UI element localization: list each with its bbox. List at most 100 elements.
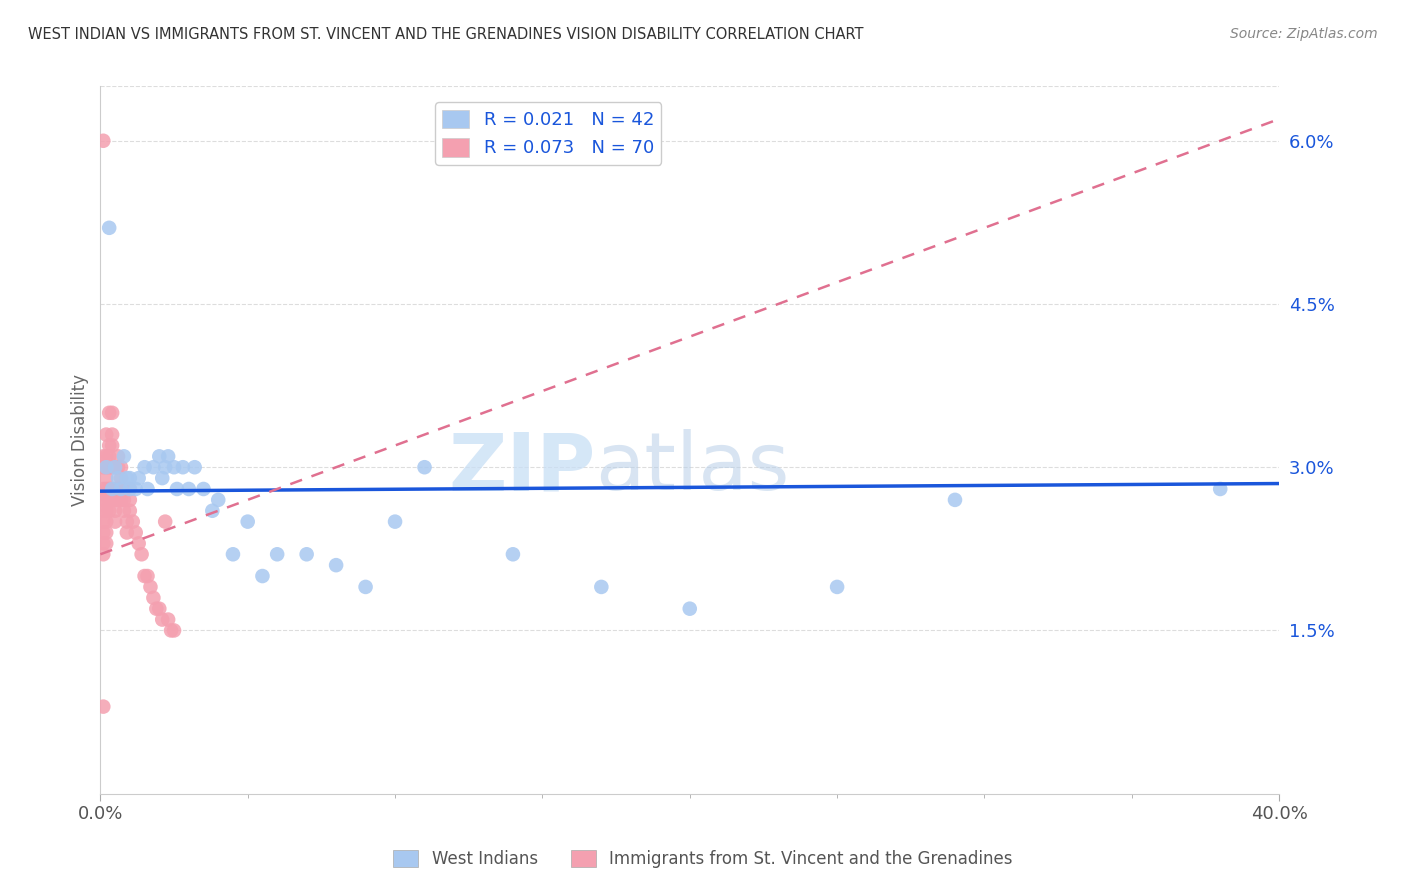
Point (101, 406, 124, 420)
Legend: R = 0.021   N = 42, R = 0.073   N = 70: R = 0.021 N = 42, R = 0.073 N = 70 (434, 103, 661, 165)
Point (101, 492, 124, 507)
Point (125, 525, 148, 540)
Point (177, 482, 200, 496)
Point (96, 536, 118, 550)
Point (101, 460, 124, 475)
Point (91, 515, 114, 529)
Point (172, 460, 194, 475)
Point (110, 482, 132, 496)
Point (134, 460, 156, 475)
Point (91, 460, 114, 475)
Point (110, 460, 132, 475)
Point (266, 547, 288, 561)
Point (193, 482, 215, 496)
Point (166, 482, 188, 496)
Point (110, 492, 132, 507)
Point (107, 471, 129, 485)
Point (96, 504, 118, 518)
Point (354, 580, 377, 594)
Point (96, 492, 118, 507)
Point (101, 438, 124, 452)
Point (148, 450, 170, 464)
Point (91, 492, 114, 507)
Point (96, 471, 118, 485)
Point (101, 482, 124, 496)
Point (101, 482, 124, 496)
Point (96, 460, 118, 475)
Point (413, 460, 436, 475)
Point (222, 547, 245, 561)
Point (112, 482, 135, 496)
Point (295, 547, 318, 561)
Point (96, 450, 118, 464)
Point (98, 492, 121, 507)
Point (157, 613, 180, 627)
Point (125, 482, 148, 496)
Point (107, 450, 129, 464)
Point (91, 450, 114, 464)
Point (98, 450, 121, 464)
Point (96, 460, 118, 475)
Point (153, 460, 176, 475)
Point (98, 504, 121, 518)
Point (153, 515, 176, 529)
Point (502, 547, 524, 561)
Point (96, 525, 118, 540)
Y-axis label: Vision Disability: Vision Disability (72, 374, 89, 506)
Point (118, 471, 141, 485)
Point (118, 504, 141, 518)
Text: ZIP: ZIP (449, 429, 596, 508)
Point (104, 492, 127, 507)
Point (1209, 482, 1232, 496)
Point (115, 471, 138, 485)
Point (236, 515, 259, 529)
Point (104, 515, 127, 529)
Point (98, 220, 121, 235)
Point (252, 569, 274, 583)
Point (96, 427, 118, 442)
Point (110, 482, 132, 496)
Point (98, 482, 121, 496)
Point (150, 613, 173, 627)
Point (145, 601, 167, 615)
Point (131, 547, 153, 561)
Point (128, 536, 150, 550)
Point (91, 547, 114, 561)
Point (98, 460, 121, 475)
Point (121, 515, 143, 529)
Point (98, 438, 121, 452)
Point (91, 525, 114, 540)
Point (118, 482, 141, 496)
Text: atlas: atlas (596, 429, 790, 508)
Legend: West Indians, Immigrants from St. Vincent and the Grenadines: West Indians, Immigrants from St. Vincen… (387, 843, 1019, 875)
Point (163, 460, 186, 475)
Point (110, 471, 132, 485)
Point (183, 460, 205, 475)
Point (115, 525, 138, 540)
Point (201, 504, 224, 518)
Point (91, 536, 114, 550)
Point (150, 471, 173, 485)
Point (91, 699, 114, 714)
Point (134, 569, 156, 583)
Point (91, 134, 114, 148)
Point (139, 580, 162, 594)
Point (104, 460, 127, 475)
Point (107, 460, 129, 475)
Point (112, 492, 135, 507)
Text: Source: ZipAtlas.com: Source: ZipAtlas.com (1230, 27, 1378, 41)
Point (142, 460, 165, 475)
Point (91, 482, 114, 496)
Point (98, 406, 121, 420)
Point (107, 492, 129, 507)
Point (142, 591, 165, 605)
Point (943, 492, 966, 507)
Point (679, 601, 702, 615)
Point (104, 460, 127, 475)
Point (104, 482, 127, 496)
Point (136, 482, 159, 496)
Point (128, 471, 150, 485)
Point (107, 482, 129, 496)
Point (118, 482, 141, 496)
Point (104, 504, 127, 518)
